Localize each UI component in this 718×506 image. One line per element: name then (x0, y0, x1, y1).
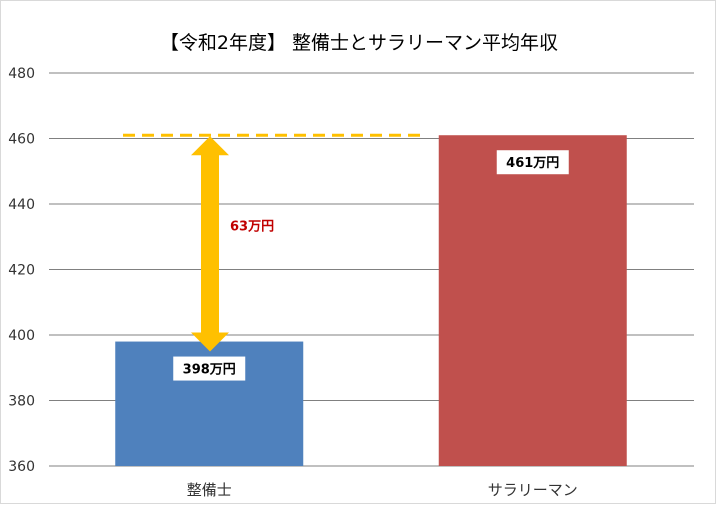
x-category-label: サラリーマン (488, 481, 578, 499)
y-tick-label: 360 (8, 459, 35, 475)
y-tick-label: 440 (8, 197, 35, 213)
y-tick-label: 400 (8, 328, 35, 344)
data-labels: 398万円 461万円 (173, 150, 569, 381)
chart-title: 【令和2年度】 整備士とサラリーマン平均年収 (160, 32, 558, 54)
data-label-box (496, 150, 569, 175)
data-label-box (173, 356, 246, 381)
bar (438, 135, 627, 466)
bars (115, 135, 627, 466)
x-category-label: 整備士 (187, 481, 232, 499)
difference-label: 63万円 (230, 219, 274, 234)
y-tick-label: 460 (8, 132, 35, 148)
difference-arrow (191, 136, 229, 352)
data-label: 461万円 (506, 156, 559, 171)
y-tick-label: 380 (8, 394, 35, 410)
y-axis-ticks: 360 380 400 420 440 460 480 (8, 66, 35, 475)
x-axis-categories: 整備士 サラリーマン (187, 481, 578, 499)
y-tick-label: 420 (8, 263, 35, 279)
difference-annotation: 63万円 (123, 133, 425, 352)
data-label: 398万円 (183, 363, 236, 378)
y-tick-label: 480 (8, 66, 35, 82)
